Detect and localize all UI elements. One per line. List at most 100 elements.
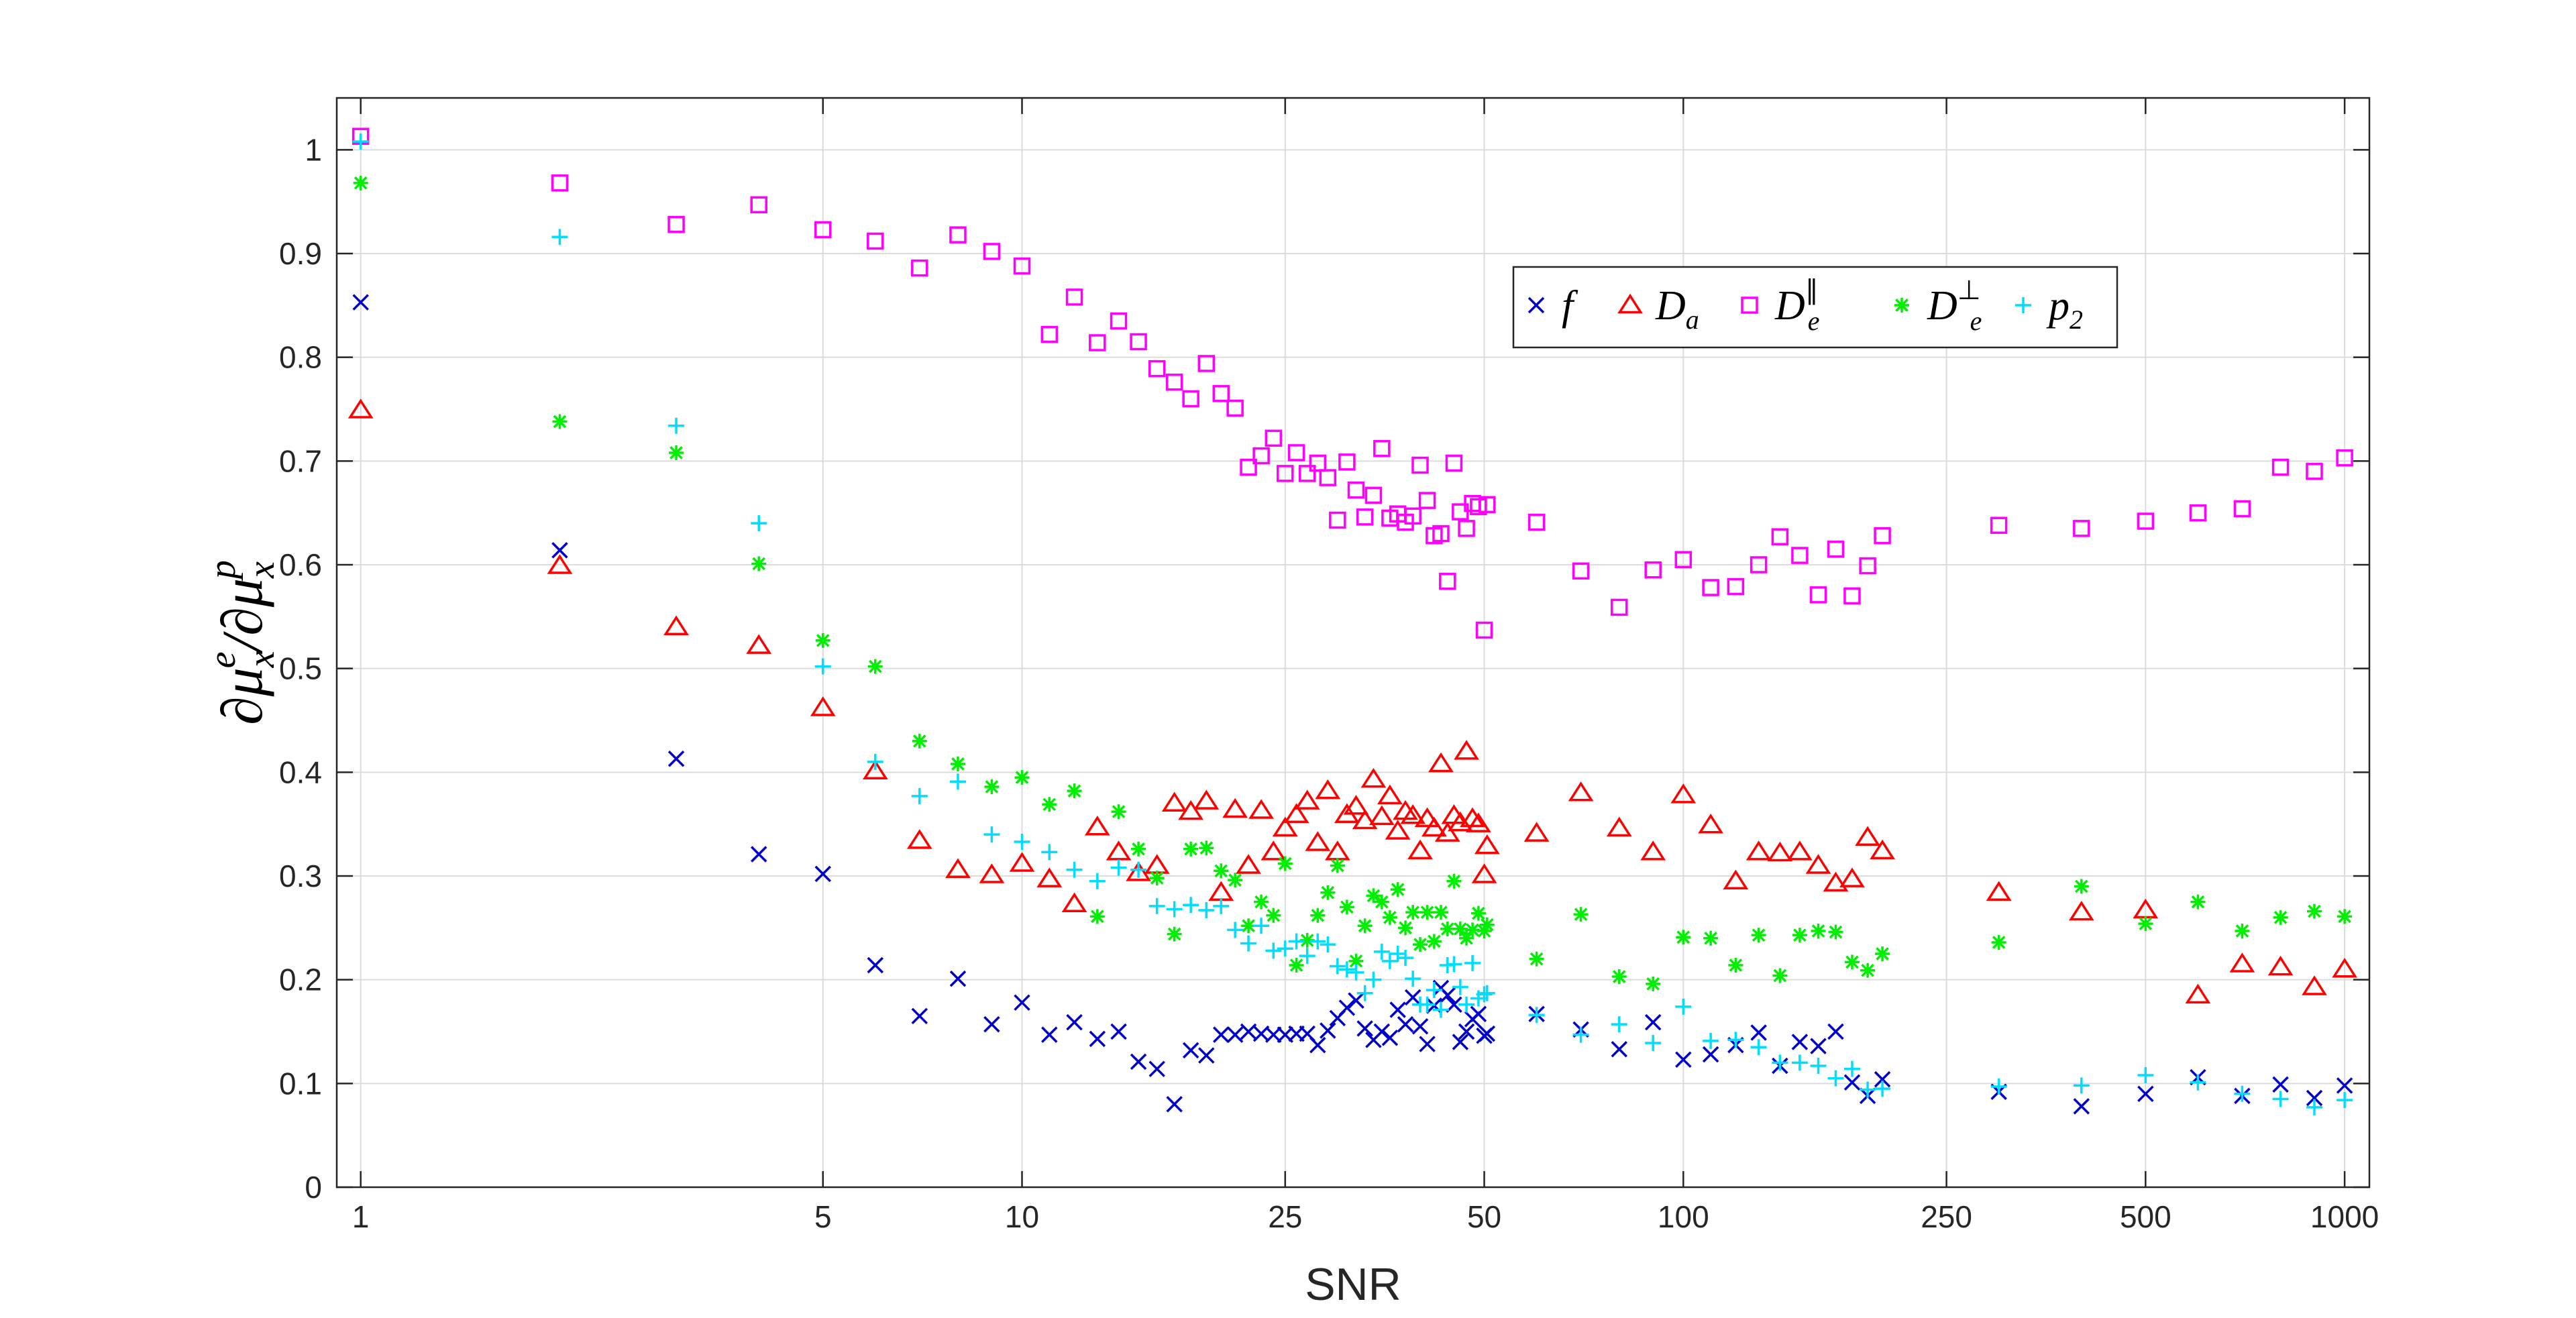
data-point — [1771, 528, 1789, 545]
data-point — [983, 1015, 1000, 1033]
data-point — [1860, 963, 1876, 978]
data-point — [1110, 859, 1127, 876]
data-point — [911, 787, 928, 804]
data-point — [2233, 500, 2251, 518]
data-point — [1411, 1018, 1429, 1035]
data-point — [1014, 833, 1030, 850]
data-point — [1240, 935, 1257, 952]
data-point — [1479, 1025, 1496, 1042]
data-point — [1470, 905, 1486, 921]
data-point — [1432, 1001, 1449, 1018]
data-point — [1347, 481, 1365, 499]
data-point — [1373, 943, 1390, 960]
data-point — [667, 215, 685, 233]
data-point — [1299, 932, 1315, 948]
data-point — [810, 696, 836, 716]
data-point — [1573, 907, 1589, 922]
data-point — [1266, 908, 1281, 923]
legend-marker — [1894, 298, 1909, 313]
data-point — [1228, 873, 1243, 888]
data-point — [1319, 469, 1337, 486]
data-point — [1792, 928, 1807, 943]
data-point — [1398, 920, 1413, 936]
data-point — [1750, 1039, 1767, 1056]
data-point — [667, 750, 685, 767]
data-point — [1061, 892, 1087, 913]
data-point — [1791, 1034, 1809, 1050]
data-point — [2272, 1076, 2289, 1093]
data-point — [1227, 922, 1244, 938]
data-point — [2190, 1074, 2206, 1091]
data-point — [746, 634, 772, 654]
data-point — [1330, 858, 1345, 873]
data-point — [1413, 937, 1428, 952]
legend-marker — [1741, 296, 1758, 314]
series-D-e- — [352, 127, 2353, 639]
data-point — [2306, 463, 2323, 480]
data-point — [1397, 1015, 1414, 1033]
data-point — [1703, 930, 1719, 946]
data-point — [1252, 447, 1270, 465]
data-point — [1439, 987, 1456, 1004]
data-point — [1339, 899, 1354, 915]
data-point — [1320, 885, 1336, 900]
data-point — [1066, 1013, 1083, 1031]
data-point — [1366, 888, 1381, 903]
data-point — [2068, 900, 2094, 921]
data-point — [867, 956, 884, 974]
data-point — [912, 733, 927, 749]
data-point — [1214, 863, 1229, 879]
data-point — [1106, 840, 1132, 861]
data-point — [1089, 909, 1105, 924]
data-point — [1528, 1007, 1545, 1024]
data-point — [1772, 1054, 1788, 1071]
data-point — [1426, 982, 1442, 999]
data-point — [1751, 928, 1766, 943]
data-point — [2137, 1066, 2154, 1083]
data-point — [1827, 541, 1845, 558]
data-point — [1477, 923, 1492, 938]
plot-area — [337, 98, 2369, 1187]
data-point — [945, 858, 971, 878]
data-point — [1611, 1016, 1627, 1033]
data-point — [911, 1007, 928, 1025]
data-point — [1479, 496, 1496, 514]
data-point — [949, 773, 966, 790]
data-point — [1089, 873, 1106, 889]
data-point — [1859, 557, 1876, 575]
data-point — [1084, 816, 1110, 836]
data-point — [1356, 1020, 1373, 1037]
data-point — [1809, 586, 1827, 604]
data-point — [1419, 996, 1436, 1013]
data-point — [1253, 918, 1270, 934]
data-point — [1183, 841, 1199, 857]
data-point — [1356, 508, 1374, 526]
x-tick-label: 5 — [814, 1199, 832, 1234]
data-point — [1568, 781, 1594, 802]
data-point — [1421, 816, 1447, 837]
data-point — [2185, 983, 2211, 1004]
data-point — [1405, 905, 1421, 920]
data-point — [1611, 1041, 1628, 1058]
data-point — [1727, 578, 1745, 596]
data-point — [979, 863, 1005, 883]
data-point — [1240, 1023, 1257, 1040]
axes-box — [335, 97, 2371, 1189]
data-point — [1465, 922, 1481, 938]
tick-labels: 1 5 10 25 50 100 250 500 1000 0 0.1 0.2 0.3 0.4 0.5 0.6… — [279, 132, 2379, 1234]
data-point — [1454, 740, 1479, 760]
data-point — [1183, 897, 1199, 914]
data-point — [1357, 918, 1373, 934]
x-tick-label: 1 — [352, 1199, 370, 1234]
data-point — [1148, 1060, 1165, 1077]
data-point — [551, 229, 568, 245]
data-point — [1148, 897, 1165, 914]
data-point — [551, 542, 568, 559]
data-point — [1277, 465, 1294, 482]
data-point — [1479, 917, 1495, 932]
data-point — [1320, 936, 1336, 953]
data-point — [911, 259, 928, 277]
y-tick-label: 0.6 — [279, 547, 322, 582]
data-point — [1572, 562, 1590, 580]
